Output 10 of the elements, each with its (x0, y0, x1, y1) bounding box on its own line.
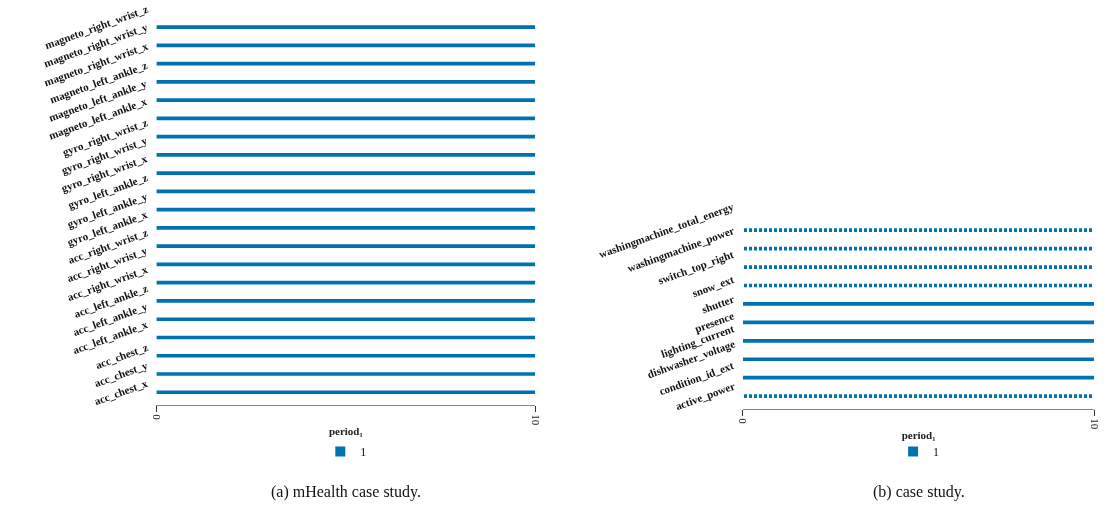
x-tick-label: 0 (150, 414, 163, 421)
x-axis-title: period₁ (328, 424, 363, 437)
legend-label: 1 (933, 445, 940, 460)
legend-label: 1 (360, 445, 367, 460)
text: (a) mHealth case study. (271, 483, 422, 501)
text: (b) case study. (873, 483, 965, 501)
x-axis-title: period₁ (901, 428, 936, 441)
x-tick-label: 0 (737, 418, 750, 425)
x-tick-label: 10 (529, 414, 542, 426)
x-tick-label: 10 (1088, 418, 1101, 430)
